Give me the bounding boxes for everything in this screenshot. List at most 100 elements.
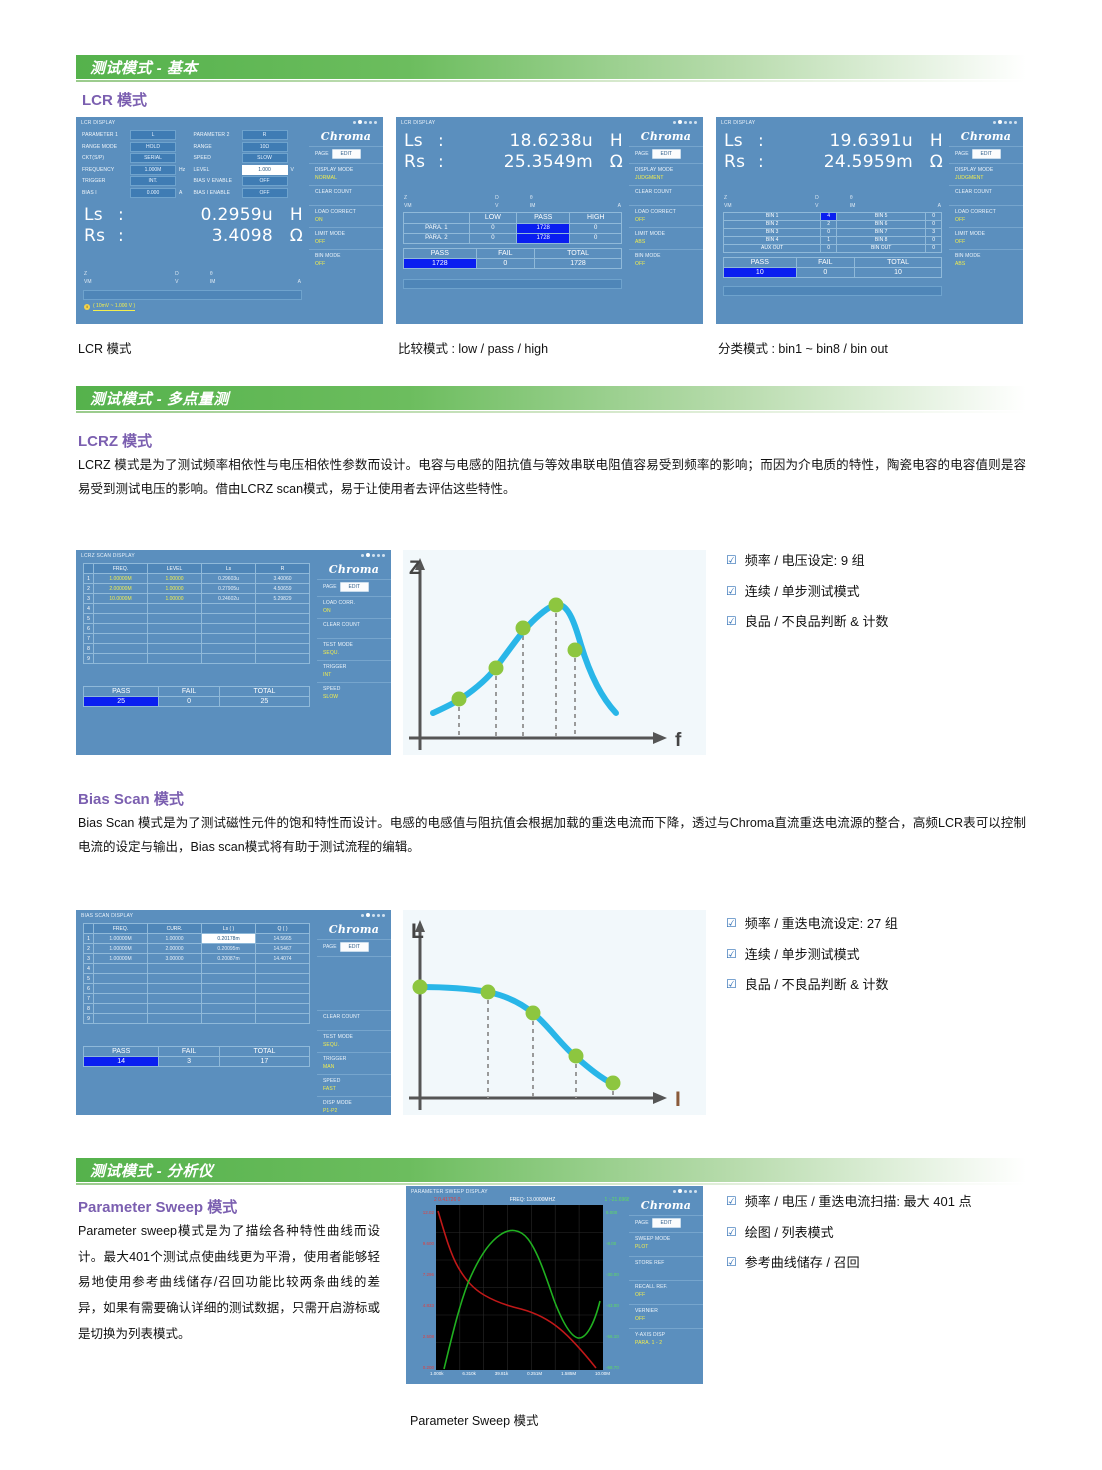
cell-freq[interactable]: 1.00000M: [93, 943, 148, 954]
softkey-load-correct[interactable]: LOAD CORRECT OFF: [629, 205, 703, 227]
page-softkey[interactable]: PAGE EDIT: [949, 146, 1023, 163]
softkey-limit-mode[interactable]: LIMIT MODE ABS: [629, 227, 703, 249]
softkey-trigger[interactable]: TRIGGER INT: [317, 660, 391, 682]
softkey-clear-count[interactable]: CLEAR COUNT: [309, 185, 383, 205]
page-softkey[interactable]: PAGE EDIT: [629, 1215, 703, 1232]
cell-freq[interactable]: [93, 1013, 148, 1024]
param-field[interactable]: R: [241, 130, 288, 140]
softkey-y-axis-disp[interactable]: Y-AXIS DISP PARA. 1 - 2: [629, 1328, 703, 1352]
softkey-load-correct[interactable]: LOAD CORRECT OFF: [949, 205, 1023, 227]
param-field[interactable]: L: [130, 130, 176, 140]
cell-freq[interactable]: [93, 983, 148, 994]
cell-freq[interactable]: 1.00000M: [93, 573, 148, 584]
cell-curr[interactable]: [147, 983, 202, 994]
softkey-clear-count[interactable]: CLEAR COUNT: [317, 1010, 391, 1030]
cell-freq[interactable]: [93, 633, 148, 644]
cell-freq[interactable]: 1.00000M: [93, 953, 148, 964]
softkey-bin-mode[interactable]: BIN MODE OFF: [629, 249, 703, 271]
softkey-panel[interactable]: Chroma PAGE EDIT LOAD CORR. ON CLEAR COUN…: [317, 561, 391, 755]
page-softkey[interactable]: PAGE EDIT: [317, 579, 391, 596]
cell-level[interactable]: [147, 643, 202, 654]
param-field[interactable]: 0.000: [130, 187, 176, 198]
softkey-empty[interactable]: [317, 956, 391, 1010]
softkey-bin-mode[interactable]: BIN MODE ABS: [949, 249, 1023, 271]
softkey-panel[interactable]: Chroma PAGE EDIT DISPLAY MODE NORMAL CLEA…: [309, 128, 383, 324]
page-softkey[interactable]: PAGE EDIT: [317, 939, 391, 956]
cell-level[interactable]: 1.00000: [147, 583, 202, 594]
softkey-display-mode[interactable]: DISPLAY MODE NORMAL: [309, 163, 383, 185]
scan-table[interactable]: FREQ. LEVEL Ls R 1 1.00000M 1.00000 0.29603…: [83, 563, 310, 664]
page-value[interactable]: EDIT: [339, 582, 369, 592]
softkey-test-mode[interactable]: TEST MODE SEQU.: [317, 638, 391, 660]
page-value[interactable]: EDIT: [971, 149, 1001, 159]
param-field[interactable]: SERIAL: [130, 153, 176, 163]
softkey-display-mode[interactable]: DISPLAY MODE JUDGMENT: [949, 163, 1023, 185]
page-value[interactable]: EDIT: [651, 1218, 681, 1228]
cell-freq[interactable]: [93, 613, 148, 624]
softkey-clear-count[interactable]: CLEAR COUNT: [629, 185, 703, 205]
param-field[interactable]: INT.: [130, 176, 176, 186]
cell-freq[interactable]: 1.00000M: [93, 933, 148, 944]
lcrz-scan-display-panel[interactable]: LCRZ SCAN DISPLAY FREQ. LEVEL Ls R 1 1.00…: [76, 550, 391, 755]
cell-freq[interactable]: [93, 623, 148, 634]
softkey-display-mode[interactable]: DISPLAY MODE JUDGMENT: [629, 163, 703, 185]
parameter-form[interactable]: PARAMETER 1 L PARAMETER 2 R RANGE MODE HOLD…: [80, 128, 305, 199]
sweep-plot[interactable]: [436, 1205, 603, 1370]
softkey-speed[interactable]: SPEED SLOW: [317, 682, 391, 704]
param-field[interactable]: 1.000M: [130, 164, 176, 175]
softkey-vernier[interactable]: VERNIER OFF: [629, 1304, 703, 1328]
cell-curr[interactable]: 3.00000: [147, 953, 202, 964]
cell-freq[interactable]: [93, 653, 148, 664]
softkey-panel[interactable]: Chroma PAGE EDIT DISPLAY MODE JUDGMENT CL…: [629, 128, 703, 324]
softkey-load-corr[interactable]: LOAD CORR. ON: [317, 596, 391, 618]
param-field[interactable]: SLOW: [241, 153, 288, 163]
softkey-sweep-mode[interactable]: SWEEP MODE PLOT: [629, 1232, 703, 1256]
cell-level[interactable]: [147, 653, 202, 664]
cell-curr[interactable]: [147, 963, 202, 974]
page-value[interactable]: EDIT: [331, 149, 361, 159]
softkey-disp-mode[interactable]: DISP MODE P1-P2: [317, 1096, 391, 1115]
softkey-panel[interactable]: Chroma PAGE EDIT DISPLAY MODE JUDGMENT CL…: [949, 128, 1023, 324]
softkey-clear-count[interactable]: CLEAR COUNT: [949, 185, 1023, 205]
cell-level[interactable]: 1.00000: [147, 573, 202, 584]
page-value[interactable]: EDIT: [651, 149, 681, 159]
cell-curr[interactable]: [147, 993, 202, 1004]
lcr-display-panel-2[interactable]: LCR DISPLAY Ls : 18.6238u H Rs : 25.3549…: [396, 117, 703, 324]
cell-freq[interactable]: [93, 643, 148, 654]
param-field[interactable]: OFF: [241, 176, 288, 186]
param-field-level[interactable]: 1.000: [241, 164, 288, 175]
page-softkey[interactable]: PAGE EDIT: [629, 146, 703, 163]
param-field[interactable]: HOLD: [130, 141, 176, 152]
cell-level[interactable]: [147, 603, 202, 614]
softkey-panel[interactable]: Chroma PAGE EDIT SWEEP MODE PLOT STORE RE…: [629, 1197, 703, 1384]
softkey-load-correct[interactable]: LOAD CORRECT ON: [309, 205, 383, 227]
cell-freq[interactable]: [93, 603, 148, 614]
softkey-recall-ref[interactable]: RECALL REF. OFF: [629, 1280, 703, 1304]
page-softkey[interactable]: PAGE EDIT: [309, 146, 383, 163]
softkey-limit-mode[interactable]: LIMIT MODE OFF: [309, 227, 383, 249]
cell-freq[interactable]: [93, 993, 148, 1004]
softkey-store-ref[interactable]: STORE REF: [629, 1256, 703, 1280]
cell-level[interactable]: [147, 633, 202, 644]
softkey-clear-count[interactable]: CLEAR COUNT: [317, 618, 391, 638]
param-field[interactable]: OFF: [241, 187, 288, 198]
param-field[interactable]: 10Ω: [241, 141, 288, 152]
lcr-display-panel-1[interactable]: LCR DISPLAY PARAMETER 1 L PARAMETER 2 R RA…: [76, 117, 383, 324]
cell-freq[interactable]: [93, 1003, 148, 1014]
cell-curr[interactable]: [147, 1013, 202, 1024]
cell-freq[interactable]: [93, 973, 148, 984]
softkey-limit-mode[interactable]: LIMIT MODE OFF: [949, 227, 1023, 249]
softkey-trigger[interactable]: TRIGGER MAN: [317, 1052, 391, 1074]
scan-table[interactable]: FREQ. CURR. Ls ( ) Q ( ) 1 1.00000M 1.0000…: [83, 923, 310, 1024]
cell-curr[interactable]: [147, 1003, 202, 1014]
cell-freq[interactable]: 10.0000M: [93, 593, 148, 604]
parameter-sweep-display-panel[interactable]: PARAMETER SWEEP DISPLAY 2 0.41726 0 FREQ…: [406, 1186, 703, 1384]
cell-freq[interactable]: 2.00000M: [93, 583, 148, 594]
cell-level[interactable]: 1.00000: [147, 593, 202, 604]
cell-level[interactable]: [147, 623, 202, 634]
softkey-panel[interactable]: Chroma PAGE EDIT CLEAR COUNT TEST MODE SE…: [317, 921, 391, 1115]
softkey-speed[interactable]: SPEED FAST: [317, 1074, 391, 1096]
cell-curr[interactable]: 1.00000: [147, 933, 202, 944]
bias-scan-display-panel[interactable]: BIAS SCAN DISPLAY FREQ. CURR. Ls ( ) Q (…: [76, 910, 391, 1115]
cell-level[interactable]: [147, 613, 202, 624]
